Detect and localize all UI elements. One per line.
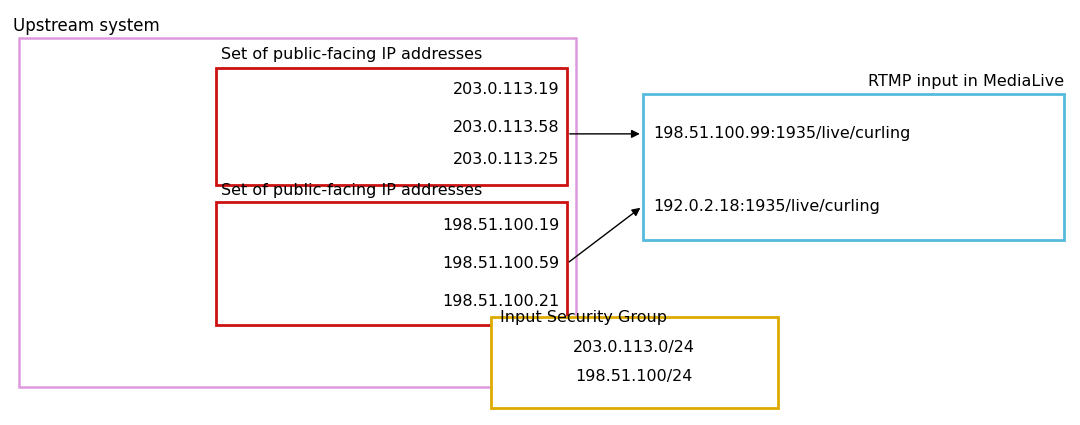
Text: 198.51.100.99:1935/live/curling: 198.51.100.99:1935/live/curling (653, 126, 910, 142)
Bar (19, 38, 576, 387)
Text: 198.51.100/24: 198.51.100/24 (576, 369, 692, 385)
Bar (491, 317, 778, 408)
Text: 198.51.100.19: 198.51.100.19 (442, 218, 559, 233)
Text: 192.0.2.18:1935/live/curling: 192.0.2.18:1935/live/curling (653, 198, 880, 214)
Text: 198.51.100.21: 198.51.100.21 (442, 294, 559, 309)
Text: 198.51.100.59: 198.51.100.59 (443, 256, 559, 271)
Text: Input Security Group: Input Security Group (500, 310, 667, 325)
Text: RTMP input in MediaLive: RTMP input in MediaLive (867, 74, 1064, 89)
Text: Set of public-facing IP addresses: Set of public-facing IP addresses (221, 183, 483, 198)
Text: 203.0.113.19: 203.0.113.19 (453, 82, 559, 97)
Text: 203.0.113.58: 203.0.113.58 (453, 120, 559, 135)
Text: Set of public-facing IP addresses: Set of public-facing IP addresses (221, 47, 483, 62)
Bar (216, 202, 567, 325)
Bar (643, 94, 1064, 240)
Text: 203.0.113.25: 203.0.113.25 (453, 152, 559, 167)
Text: 203.0.113.0/24: 203.0.113.0/24 (573, 340, 694, 355)
Bar (216, 68, 567, 185)
Text: Upstream system: Upstream system (13, 17, 160, 35)
